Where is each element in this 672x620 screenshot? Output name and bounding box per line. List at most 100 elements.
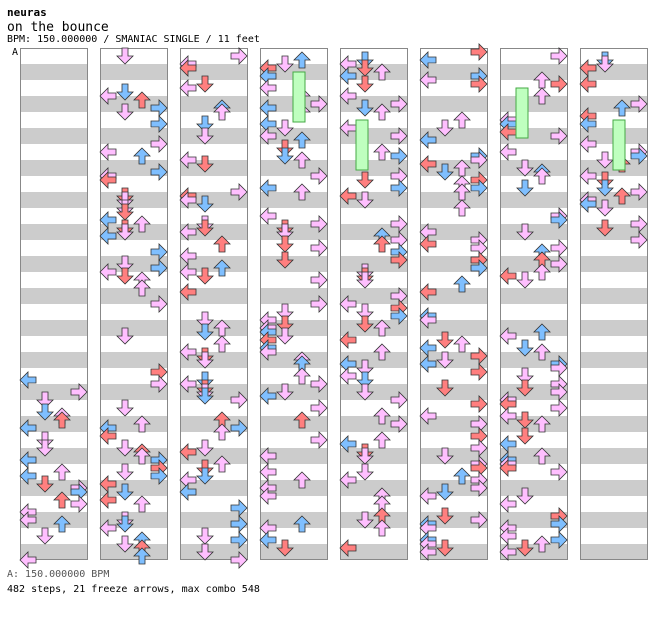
beat-stripe xyxy=(260,384,328,400)
left-arrow-icon xyxy=(259,531,277,549)
down-arrow-icon xyxy=(436,119,454,137)
right-arrow-icon xyxy=(630,231,648,249)
up-arrow-icon xyxy=(533,535,551,553)
left-arrow-icon xyxy=(259,343,277,361)
left-arrow-icon xyxy=(99,475,117,493)
down-arrow-icon xyxy=(436,507,454,525)
beat-stripe xyxy=(580,544,648,560)
beat-stripe xyxy=(420,240,488,256)
up-arrow-icon xyxy=(133,495,151,513)
beat-stripe xyxy=(100,288,168,304)
beat-stripe xyxy=(500,96,568,112)
right-arrow-icon xyxy=(470,43,488,61)
left-arrow-icon xyxy=(259,207,277,225)
beat-stripe xyxy=(20,176,88,192)
down-arrow-icon xyxy=(516,179,534,197)
left-arrow-icon xyxy=(419,155,437,173)
beat-stripe xyxy=(20,416,88,432)
beat-stripe xyxy=(180,256,248,272)
beat-stripe xyxy=(580,80,648,96)
beat-stripe xyxy=(580,192,648,208)
down-arrow-icon xyxy=(276,327,294,345)
down-arrow-icon xyxy=(276,303,294,321)
beat-stripe xyxy=(580,272,648,288)
left-arrow-icon xyxy=(419,355,437,373)
left-arrow-icon xyxy=(339,295,357,313)
down-arrow-icon xyxy=(276,315,294,333)
beat-stripe xyxy=(100,48,168,64)
down-arrow-icon xyxy=(516,339,534,357)
up-arrow-icon xyxy=(213,103,231,121)
left-arrow-icon xyxy=(339,331,357,349)
down-arrow-icon xyxy=(116,203,134,221)
down-arrow-icon xyxy=(116,463,134,481)
beat-stripe xyxy=(180,432,248,448)
left-arrow-icon xyxy=(499,327,517,345)
left-arrow-icon xyxy=(579,195,597,213)
left-arrow-icon xyxy=(499,543,517,561)
down-arrow-icon xyxy=(196,115,214,133)
up-arrow-icon xyxy=(293,471,311,489)
column-border xyxy=(580,48,648,560)
right-arrow-icon xyxy=(470,439,488,457)
right-arrow-icon xyxy=(550,515,568,533)
beat-stripe xyxy=(100,64,168,80)
down-arrow-icon xyxy=(196,219,214,237)
beat-stripe xyxy=(500,288,568,304)
right-arrow-icon xyxy=(390,147,408,165)
right-arrow-icon xyxy=(310,215,328,233)
up-arrow-icon xyxy=(213,455,231,473)
freeze-bar xyxy=(355,119,369,171)
down-arrow-icon xyxy=(356,75,374,93)
beat-stripe xyxy=(20,160,88,176)
beat-stripe xyxy=(180,48,248,64)
beat-stripe xyxy=(420,496,488,512)
beat-stripe xyxy=(580,512,648,528)
down-arrow-icon xyxy=(436,539,454,557)
right-arrow-icon xyxy=(470,75,488,93)
down-arrow-icon xyxy=(356,511,374,529)
down-arrow-icon xyxy=(516,539,534,557)
right-arrow-icon xyxy=(470,347,488,365)
beat-stripe xyxy=(420,320,488,336)
down-arrow-icon xyxy=(36,403,54,421)
right-arrow-icon xyxy=(470,259,488,277)
beat-stripe xyxy=(500,48,568,64)
beat-stripe xyxy=(580,48,648,64)
chart-column xyxy=(579,48,648,560)
beat-stripe xyxy=(500,160,568,176)
right-arrow-icon xyxy=(390,391,408,409)
down-arrow-icon xyxy=(516,223,534,241)
beat-stripe xyxy=(20,512,88,528)
beat-stripe xyxy=(100,544,168,560)
beat-stripe xyxy=(180,480,248,496)
beat-stripe xyxy=(420,272,488,288)
beat-stripe xyxy=(20,320,88,336)
beat-stripe xyxy=(180,288,248,304)
beat-stripe xyxy=(260,48,328,64)
left-arrow-icon xyxy=(179,191,197,209)
right-arrow-icon xyxy=(390,215,408,233)
left-arrow-icon xyxy=(99,427,117,445)
beat-stripe xyxy=(100,128,168,144)
right-arrow-icon xyxy=(230,183,248,201)
up-arrow-icon xyxy=(293,367,311,385)
beat-stripe xyxy=(580,528,648,544)
right-arrow-icon xyxy=(390,179,408,197)
left-arrow-icon xyxy=(179,375,197,393)
right-arrow-icon xyxy=(550,47,568,65)
down-arrow-icon xyxy=(116,515,134,533)
left-arrow-icon xyxy=(339,435,357,453)
down-arrow-icon xyxy=(116,103,134,121)
down-arrow-icon xyxy=(356,315,374,333)
step-chart xyxy=(19,43,648,569)
up-arrow-icon xyxy=(533,167,551,185)
song-title: on the bounce xyxy=(7,20,109,35)
left-arrow-icon xyxy=(579,75,597,93)
up-arrow-icon xyxy=(293,151,311,169)
right-arrow-icon xyxy=(630,215,648,233)
down-arrow-icon xyxy=(116,439,134,457)
up-arrow-icon xyxy=(293,131,311,149)
left-arrow-icon xyxy=(419,283,437,301)
left-arrow-icon xyxy=(179,223,197,241)
